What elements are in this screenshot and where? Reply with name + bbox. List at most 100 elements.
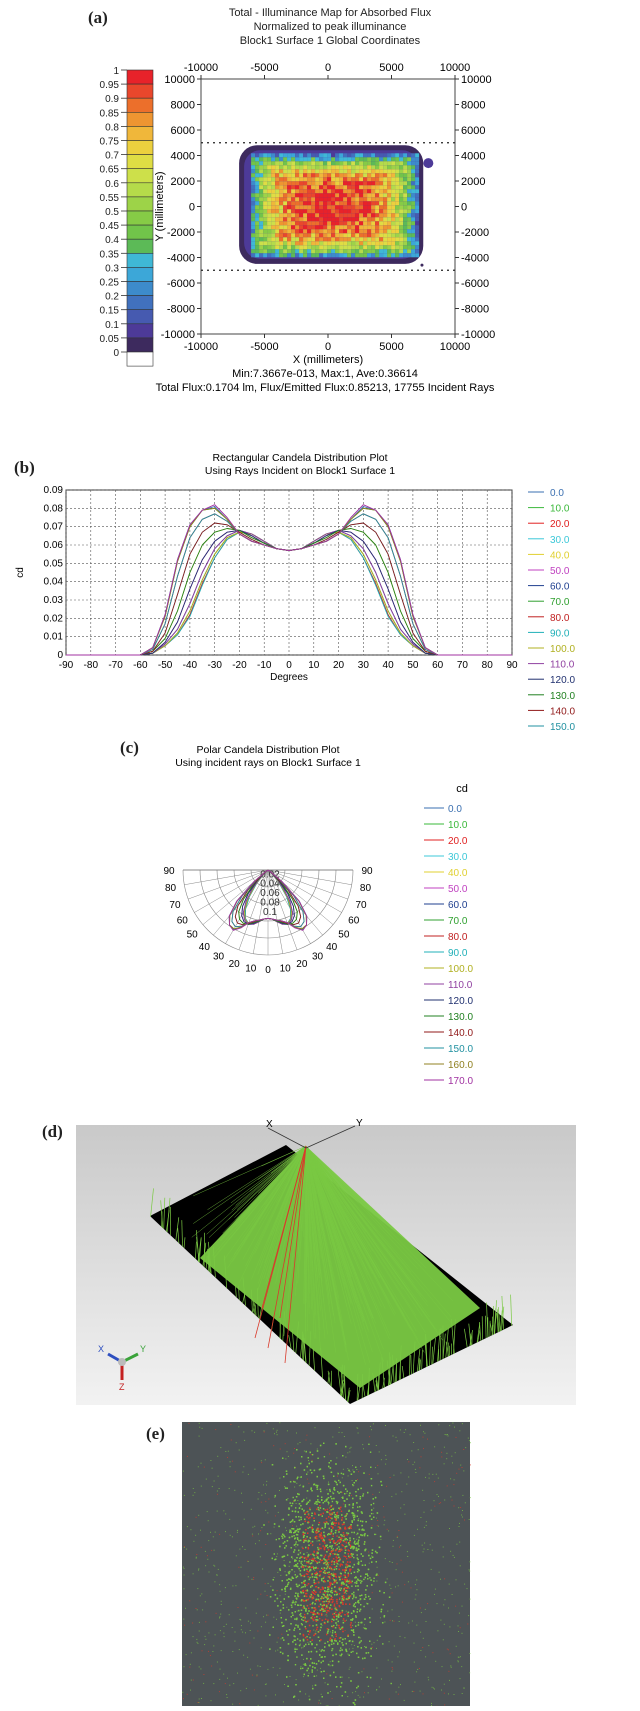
ray-hit-dot <box>348 1677 349 1678</box>
heatmap-cell <box>403 237 407 241</box>
heatmap-cell <box>287 197 291 201</box>
heatmap-cell <box>267 185 271 189</box>
ray-hit-dot <box>300 1442 301 1443</box>
ray-hit-dot <box>232 1704 233 1705</box>
ray-hit-dot <box>277 1650 278 1651</box>
heatmap-cell <box>347 165 351 169</box>
ray-hit-dot <box>330 1691 331 1692</box>
heatmap-cell <box>267 157 271 161</box>
ray-hit-dot <box>413 1464 414 1465</box>
ray-hit-dot <box>280 1575 281 1576</box>
heatmap-cell <box>407 221 411 225</box>
heatmap-cell <box>315 229 319 233</box>
heatmap-cell <box>355 201 359 205</box>
ray-hit-dot <box>380 1617 381 1618</box>
ray-hit-dot <box>297 1563 298 1564</box>
x-tick-label: 0 <box>325 341 331 353</box>
heatmap-cell <box>363 213 367 217</box>
ray-hit-dot <box>242 1546 243 1547</box>
ray-hit-dot <box>329 1454 330 1455</box>
heatmap-cell <box>291 205 295 209</box>
heatmap-cell <box>411 253 415 257</box>
ray-hit-dot <box>314 1598 315 1599</box>
heatmap-cell <box>407 153 411 157</box>
heatmap-cell <box>311 193 315 197</box>
heatmap-cell <box>263 229 267 233</box>
ray-hit-dot <box>287 1488 288 1489</box>
ray-hit-dot <box>290 1481 291 1482</box>
heatmap-cell <box>415 193 419 197</box>
heatmap-cell <box>403 177 407 181</box>
ray-hit-dot <box>376 1581 377 1582</box>
ray-hit-dot <box>342 1631 343 1632</box>
heatmap-cell <box>303 253 307 257</box>
ray-hit-dot <box>444 1693 445 1694</box>
x-tick-label: 70 <box>457 660 469 671</box>
heatmap-cell <box>259 193 263 197</box>
ray-hit-dot <box>373 1513 374 1514</box>
heatmap-cell <box>379 161 383 165</box>
ray-hit-dot <box>365 1594 366 1595</box>
ray-hit-dot <box>300 1605 301 1606</box>
ray-hit-dot <box>460 1465 461 1466</box>
ray-hit-dot <box>304 1620 305 1621</box>
heatmap-cell <box>411 157 415 161</box>
ray-hit-dot <box>245 1632 246 1633</box>
ray-hit-dot <box>223 1510 224 1511</box>
heatmap-cell <box>351 205 355 209</box>
heatmap-cell <box>319 181 323 185</box>
heatmap-cell <box>279 181 283 185</box>
heatmap-cell <box>283 205 287 209</box>
ray-hit-dot <box>292 1558 293 1559</box>
heatmap-cell <box>407 165 411 169</box>
ray-hit-dot <box>397 1656 398 1657</box>
ray-hit-dot <box>275 1515 276 1516</box>
heatmap-cell <box>327 181 331 185</box>
ray-hit-dot <box>376 1648 377 1649</box>
heatmap-cell <box>335 153 339 157</box>
heatmap-cell <box>415 217 419 221</box>
heatmap-cell <box>379 229 383 233</box>
heatmap-cell <box>339 197 343 201</box>
ray-hit-dot <box>187 1526 188 1527</box>
heatmap-cell <box>343 153 347 157</box>
heatmap-cell <box>287 201 291 205</box>
heatmap-cell <box>319 249 323 253</box>
ray-hit-dot <box>335 1638 336 1639</box>
heatmap-cell <box>379 197 383 201</box>
ray-hit-dot <box>440 1620 441 1621</box>
heatmap-cell <box>255 153 259 157</box>
heatmap-cell <box>311 173 315 177</box>
ray-hit-dot <box>388 1660 389 1661</box>
ray-hit-dot <box>396 1437 397 1438</box>
heatmap-cell <box>271 177 275 181</box>
ray-hit-dot <box>391 1683 392 1684</box>
ray-hit-dot <box>406 1484 407 1485</box>
heatmap-cell <box>251 237 255 241</box>
ray-hit-dot <box>236 1442 237 1443</box>
ray-hit-dot <box>229 1488 230 1489</box>
heatmap-cell <box>359 249 363 253</box>
colorbar-swatch <box>127 169 153 183</box>
heatmap-cell <box>415 213 419 217</box>
heatmap-cell <box>367 209 371 213</box>
legend-label: 110.0 <box>550 660 575 671</box>
colorbar-tick-label: 1 <box>113 66 119 77</box>
ray-hit-dot <box>347 1588 348 1589</box>
colorbar-swatch <box>127 225 153 239</box>
ray-hit-dot <box>456 1437 457 1438</box>
heatmap-cell <box>323 249 327 253</box>
heatmap-cell <box>323 229 327 233</box>
heatmap-cell <box>279 201 283 205</box>
heatmap-cell <box>283 177 287 181</box>
ray-hit-dot <box>404 1637 405 1638</box>
ray-hit-dot <box>189 1423 190 1424</box>
ray-hit-dot <box>296 1649 297 1650</box>
heatmap-cell <box>331 173 335 177</box>
ray-hit-dot <box>288 1572 289 1573</box>
heatmap-cell <box>367 177 371 181</box>
ray-hit-dot <box>358 1622 359 1623</box>
heatmap-cell <box>407 253 411 257</box>
ray-hit-dot <box>349 1561 350 1562</box>
ray-hit-dot <box>201 1593 202 1594</box>
